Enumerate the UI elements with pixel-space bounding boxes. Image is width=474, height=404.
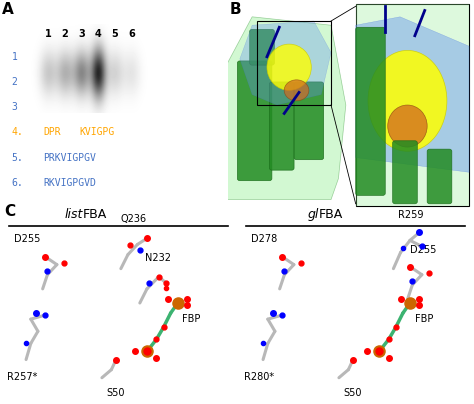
Text: 5.: 5. <box>11 153 23 162</box>
Text: DPR: DPR <box>43 127 61 137</box>
FancyBboxPatch shape <box>237 61 272 181</box>
Text: 5: 5 <box>111 29 118 39</box>
Text: 6.: 6. <box>11 178 23 188</box>
Text: 3.: 3. <box>11 102 23 112</box>
FancyBboxPatch shape <box>356 27 385 196</box>
Ellipse shape <box>388 105 427 147</box>
Text: S50: S50 <box>344 388 362 398</box>
Text: A: A <box>2 2 14 17</box>
Text: 2.: 2. <box>11 77 23 87</box>
Text: R257*: R257* <box>7 372 37 382</box>
Ellipse shape <box>267 44 311 90</box>
Ellipse shape <box>368 50 447 151</box>
Text: 2: 2 <box>62 29 68 39</box>
Bar <box>356 4 469 206</box>
Text: D278: D278 <box>251 234 277 244</box>
Text: 1.: 1. <box>11 52 23 62</box>
Bar <box>257 21 331 105</box>
FancyBboxPatch shape <box>392 141 417 204</box>
FancyBboxPatch shape <box>427 149 452 204</box>
Text: C: C <box>5 204 16 219</box>
Text: S50: S50 <box>107 388 125 398</box>
Text: 4: 4 <box>95 29 101 39</box>
Text: RKVIGPGVD: RKVIGPGVD <box>43 178 96 188</box>
Text: 6: 6 <box>128 29 135 39</box>
Text: D255: D255 <box>14 234 41 244</box>
Ellipse shape <box>284 80 309 101</box>
FancyBboxPatch shape <box>294 82 324 160</box>
FancyBboxPatch shape <box>250 29 274 65</box>
Text: FBP: FBP <box>182 314 201 324</box>
Text: 3: 3 <box>78 29 85 39</box>
FancyBboxPatch shape <box>269 82 294 170</box>
Text: B: B <box>230 2 242 17</box>
Text: FBA: FBA <box>83 208 107 221</box>
Text: R259: R259 <box>398 210 424 220</box>
Text: KVYDPRKVI: KVYDPRKVI <box>43 52 96 62</box>
Text: PRKVIGPGV: PRKVIGPGV <box>43 153 96 162</box>
Text: gl: gl <box>307 208 319 221</box>
Text: R280*: R280* <box>244 372 274 382</box>
Text: FBP: FBP <box>415 314 433 324</box>
Text: 4.: 4. <box>11 127 23 137</box>
Text: list: list <box>64 208 83 221</box>
Text: VYDPRKVIG: VYDPRKVIG <box>43 77 96 87</box>
Text: YDPRKVIGP: YDPRKVIGP <box>43 102 96 112</box>
Text: FBA: FBA <box>319 208 343 221</box>
Text: 1: 1 <box>45 29 52 39</box>
Text: N232: N232 <box>145 252 171 263</box>
Text: KVIGPG: KVIGPG <box>79 127 114 137</box>
Polygon shape <box>356 17 469 172</box>
Text: Q236: Q236 <box>121 214 147 224</box>
Polygon shape <box>228 17 346 200</box>
Polygon shape <box>240 21 331 105</box>
Polygon shape <box>356 4 469 206</box>
Text: D255: D255 <box>410 244 437 255</box>
